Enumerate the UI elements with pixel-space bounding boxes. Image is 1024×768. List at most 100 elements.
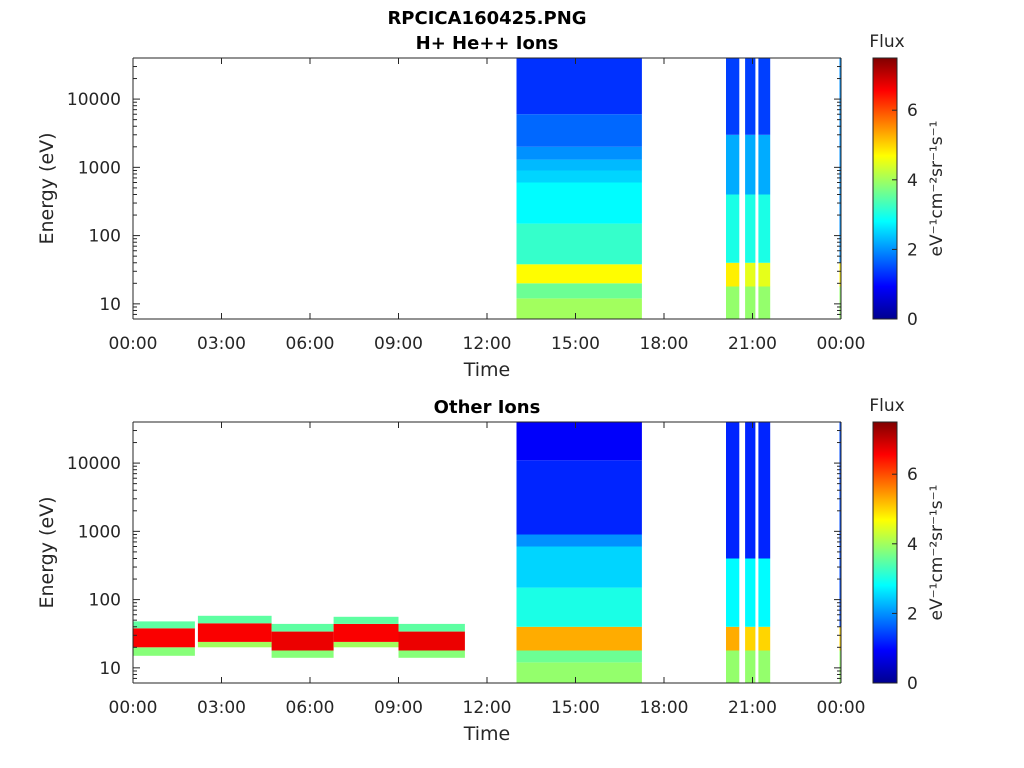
panel-2: Other Ions 00:00 03:00 06:00 09:00 12:00 15:00… xyxy=(36,396,947,745)
flux-cell xyxy=(758,286,771,319)
flux-cell xyxy=(516,298,642,319)
y-tick-label: 1000 xyxy=(78,522,121,542)
colorbar-tick-label: 0 xyxy=(907,674,918,694)
flux-cell xyxy=(516,159,642,171)
flux-cell xyxy=(839,286,841,319)
flux-cell xyxy=(516,58,642,115)
panel-title: H+ He++ Ions xyxy=(416,33,559,54)
y-axis-label: Energy (eV) xyxy=(36,132,58,244)
spectrogram-data xyxy=(133,422,841,683)
colorbar-tick-label: 4 xyxy=(907,535,918,555)
x-tick-label: 06:00 xyxy=(286,698,335,718)
flux-cell xyxy=(516,223,642,265)
flux-cell xyxy=(726,558,740,627)
panel-title: Other Ions xyxy=(434,397,541,418)
flux-cell xyxy=(758,422,771,559)
flux-cell xyxy=(516,170,642,183)
y-tick-label: 100 xyxy=(89,591,121,611)
flux-cell xyxy=(516,546,642,588)
flux-cell xyxy=(516,182,642,224)
colorbar-units-label: eV⁻¹cm⁻²sr⁻¹s⁻¹ xyxy=(927,485,947,621)
colorbar-tick-label: 4 xyxy=(907,171,918,191)
flux-cell xyxy=(726,194,740,263)
flux-cell xyxy=(516,626,642,651)
flux-cell xyxy=(745,422,756,559)
flux-cell xyxy=(516,534,642,547)
x-tick-label: 09:00 xyxy=(374,334,423,354)
x-tick-label: 15:00 xyxy=(551,334,600,354)
flux-cell xyxy=(398,631,465,651)
flux-cell xyxy=(758,194,771,263)
panel-1: H+ He++ Ions 00:00 03:00 06:00 09:00 12:00 15:… xyxy=(36,32,947,381)
x-tick-label: 00:00 xyxy=(817,698,866,718)
x-tick-label: 12:00 xyxy=(463,334,512,354)
flux-cell xyxy=(398,650,465,658)
flux-cell xyxy=(839,422,841,627)
flux-cell xyxy=(516,146,642,160)
flux-cell xyxy=(745,58,756,135)
flux-cell xyxy=(197,623,272,642)
flux-cell xyxy=(133,628,195,648)
flux-cell xyxy=(271,650,334,658)
flux-cell xyxy=(745,134,756,195)
flux-cell xyxy=(333,616,399,624)
flux-cell xyxy=(745,650,756,683)
flux-cell xyxy=(839,626,841,651)
colorbar-tick-label: 6 xyxy=(907,101,918,121)
flux-cell xyxy=(758,58,771,135)
flux-cell xyxy=(516,650,642,663)
flux-cell xyxy=(726,286,740,319)
flux-cell xyxy=(758,134,771,195)
flux-cell xyxy=(516,460,642,535)
x-tick-label: 21:00 xyxy=(728,698,777,718)
flux-cell xyxy=(839,58,841,263)
x-tick-label: 00:00 xyxy=(817,334,866,354)
flux-cell xyxy=(516,264,642,284)
x-tick-label: 06:00 xyxy=(286,334,335,354)
flux-cell xyxy=(758,558,771,627)
colorbar xyxy=(872,57,898,320)
flux-cell xyxy=(726,650,740,683)
x-tick-label: 09:00 xyxy=(374,698,423,718)
x-tick-label: 00:00 xyxy=(109,698,158,718)
x-tick-label: 18:00 xyxy=(640,698,689,718)
colorbar-tick-label: 2 xyxy=(907,604,918,624)
flux-cell xyxy=(516,114,642,147)
flux-cell xyxy=(758,650,771,683)
figure-title: RPCICA160425.PNG xyxy=(387,8,586,29)
flux-cell xyxy=(726,626,740,651)
flux-cell xyxy=(745,558,756,627)
x-tick-label: 15:00 xyxy=(551,698,600,718)
y-tick-label: 100 xyxy=(89,227,121,247)
flux-cell xyxy=(745,194,756,263)
y-tick-label: 10000 xyxy=(67,90,121,110)
flux-cell xyxy=(516,662,642,683)
flux-cell xyxy=(333,641,399,648)
x-tick-label: 00:00 xyxy=(109,334,158,354)
flux-cell xyxy=(333,623,399,642)
colorbar-title: Flux xyxy=(869,396,904,416)
flux-cell xyxy=(839,650,841,683)
flux-cell xyxy=(197,641,272,648)
x-axis-label: Time xyxy=(463,359,511,381)
x-tick-label: 03:00 xyxy=(197,334,246,354)
flux-cell xyxy=(197,615,272,624)
colorbar-tick-label: 2 xyxy=(907,240,918,260)
flux-cell xyxy=(516,587,642,627)
flux-cell xyxy=(726,422,740,559)
flux-cell xyxy=(271,631,334,651)
colorbar-tick-label: 6 xyxy=(907,465,918,485)
flux-cell xyxy=(133,621,195,629)
x-tick-label: 18:00 xyxy=(640,334,689,354)
y-tick-label: 10000 xyxy=(67,454,121,474)
flux-cell xyxy=(726,58,740,135)
flux-cell xyxy=(516,422,642,461)
x-tick-label: 03:00 xyxy=(197,698,246,718)
flux-cell xyxy=(398,623,465,632)
x-tick-label: 21:00 xyxy=(728,334,777,354)
flux-cell xyxy=(516,283,642,299)
flux-cell xyxy=(726,134,740,195)
flux-cell xyxy=(271,623,334,632)
colorbar-title: Flux xyxy=(869,32,904,52)
flux-cell xyxy=(758,626,771,651)
